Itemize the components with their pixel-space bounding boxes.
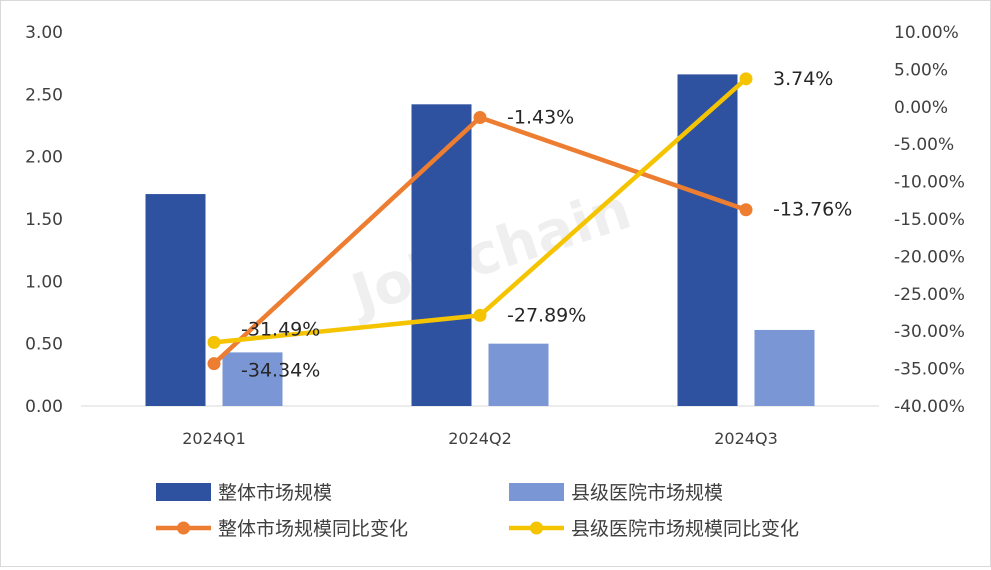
x-category-label: 2024Q2: [448, 429, 512, 448]
legend-swatch: [156, 483, 211, 501]
legend-label: 县级医院市场规模同比变化: [571, 518, 799, 540]
bar: [411, 104, 472, 406]
legend-marker: [530, 521, 543, 535]
bar: [754, 329, 815, 406]
bar: [222, 352, 283, 406]
y-right-tick-label: 10.00%: [894, 23, 959, 43]
bar: [145, 194, 206, 406]
y-right-tick-label: -40.00%: [894, 397, 965, 417]
line-marker: [473, 308, 487, 322]
legend-label: 整体市场规模: [218, 482, 332, 504]
x-category-label: 2024Q3: [714, 429, 778, 448]
data-label: -13.76%: [773, 199, 852, 221]
line-marker: [739, 203, 753, 217]
line-marker: [207, 335, 221, 349]
bar: [677, 74, 738, 407]
y-left-tick-label: 0.00: [25, 397, 63, 417]
y-left-tick-label: 2.50: [25, 85, 63, 105]
y-right-tick-label: -15.00%: [894, 210, 965, 230]
data-label: -1.43%: [507, 106, 574, 128]
y-left-tick-label: 2.00: [25, 148, 63, 168]
legend-label: 整体市场规模同比变化: [218, 518, 408, 540]
y-right-tick-label: -35.00%: [894, 360, 965, 380]
line-marker: [207, 357, 221, 371]
y-left-tick-label: 3.00: [25, 23, 63, 43]
y-right-tick-label: -10.00%: [894, 173, 965, 193]
legend-swatch: [509, 483, 564, 501]
y-left-tick-label: 1.50: [25, 210, 63, 230]
y-right-tick-label: 0.00%: [894, 98, 948, 118]
x-category-label: 2024Q1: [182, 429, 246, 448]
legend-label: 县级医院市场规模: [571, 482, 723, 504]
line-marker: [473, 110, 487, 124]
y-left-tick-label: 1.00: [25, 272, 63, 292]
y-right-tick-label: 5.00%: [894, 60, 948, 80]
y-right-tick-label: -30.00%: [894, 322, 965, 342]
data-label: -31.49%: [241, 318, 320, 340]
line-marker: [739, 72, 753, 86]
legend-marker: [177, 521, 190, 535]
data-label: -34.34%: [241, 360, 320, 382]
data-label: 3.74%: [773, 68, 833, 90]
bar: [488, 343, 549, 406]
data-label: -27.89%: [507, 304, 586, 326]
y-left-tick-label: 0.50: [25, 335, 63, 355]
y-right-tick-label: -25.00%: [894, 285, 965, 305]
y-right-tick-label: -5.00%: [894, 135, 954, 155]
y-right-tick-label: -20.00%: [894, 247, 965, 267]
